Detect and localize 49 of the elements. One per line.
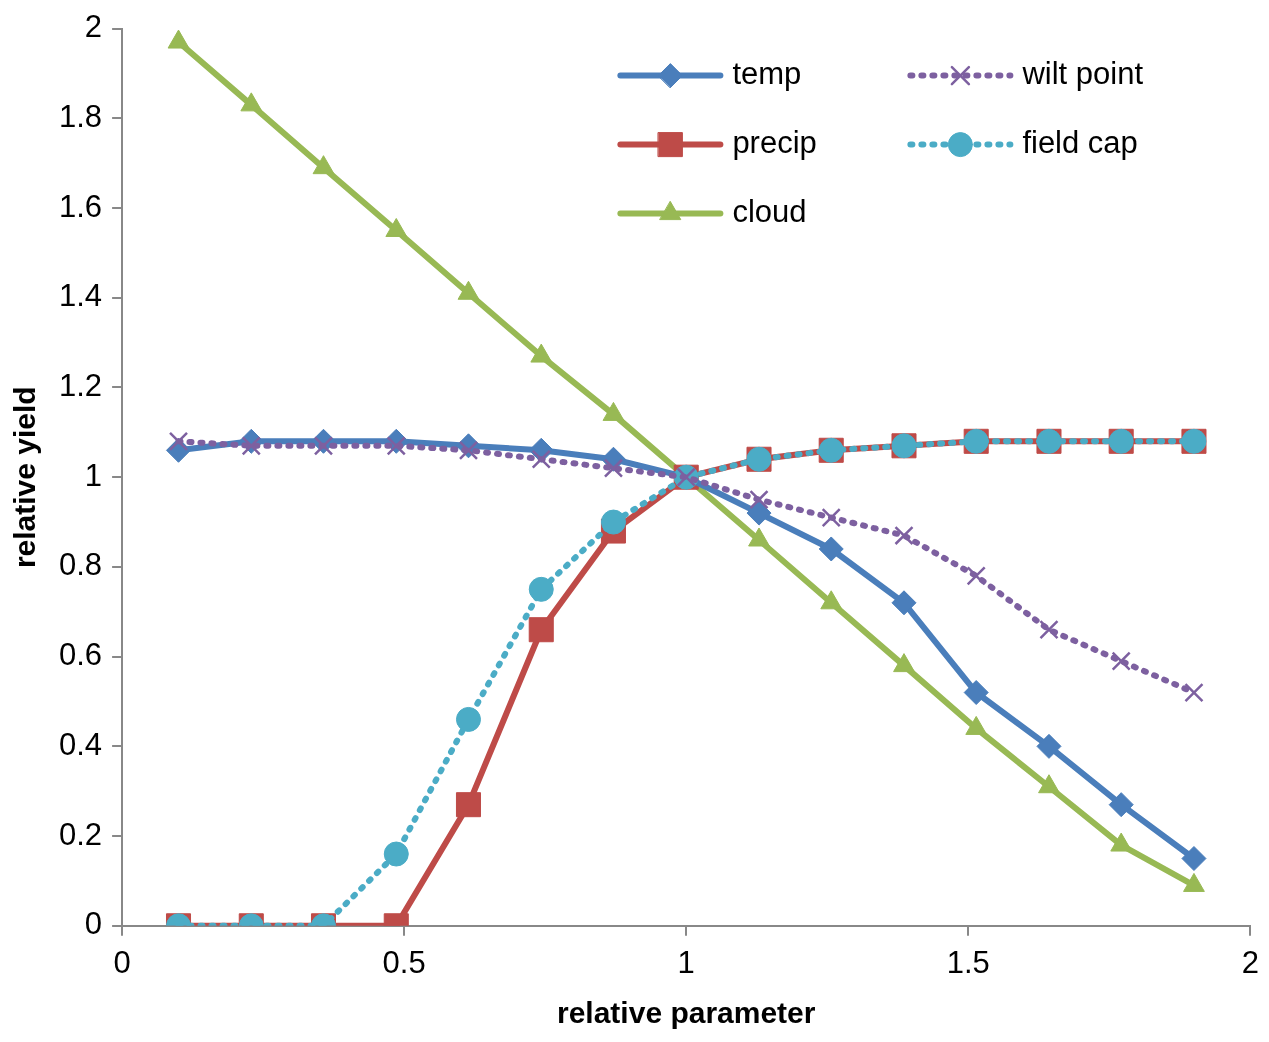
- point: [966, 566, 986, 586]
- point: [891, 590, 917, 616]
- x-tick-label: 0: [113, 944, 131, 980]
- y-tick-label: 0: [84, 906, 103, 942]
- y-tick-label: 1.2: [58, 368, 103, 404]
- y-tick-label: 0.4: [58, 726, 103, 762]
- legend-label: precip: [732, 125, 817, 161]
- y-axis-title: relative yield: [8, 386, 42, 569]
- y-tick-label: 0.8: [58, 547, 103, 583]
- point: [963, 680, 989, 706]
- point: [894, 525, 914, 546]
- point: [528, 576, 554, 602]
- point: [1184, 682, 1204, 703]
- y-tick-label: 1.4: [58, 278, 103, 314]
- point: [1181, 846, 1207, 872]
- point: [603, 458, 624, 478]
- point: [600, 509, 626, 535]
- y-tick-label: 2: [84, 9, 103, 45]
- point: [1039, 619, 1059, 640]
- point: [818, 536, 844, 562]
- point: [749, 489, 769, 510]
- legend-label: cloud: [732, 194, 807, 230]
- point: [455, 792, 481, 818]
- legend-label: temp: [732, 56, 802, 92]
- point: [1111, 651, 1131, 671]
- point: [383, 841, 409, 867]
- y-tick-label: 0.2: [58, 816, 103, 852]
- point: [1108, 792, 1134, 818]
- point: [528, 617, 554, 643]
- point: [241, 436, 262, 456]
- y-tick-label: 1: [84, 457, 103, 493]
- point: [821, 507, 841, 528]
- legend-label: wilt point: [1021, 56, 1144, 92]
- point: [386, 436, 406, 456]
- y-tick-label: 1.6: [58, 188, 103, 224]
- point: [1036, 733, 1062, 759]
- x-tick-label: 2: [1241, 944, 1259, 980]
- point: [746, 500, 772, 526]
- x-tick-label: 1: [677, 944, 695, 980]
- point: [168, 431, 189, 452]
- legend-label: field cap: [1022, 125, 1138, 161]
- point: [458, 440, 479, 461]
- x-tick-label: 0.5: [382, 944, 426, 980]
- x-axis-title: relative parameter: [556, 996, 816, 1030]
- point: [455, 706, 481, 732]
- y-tick-label: 1.8: [58, 98, 103, 134]
- point: [313, 436, 334, 456]
- y-tick-label: 0.6: [58, 637, 103, 673]
- x-tick-label: 1.5: [946, 944, 990, 980]
